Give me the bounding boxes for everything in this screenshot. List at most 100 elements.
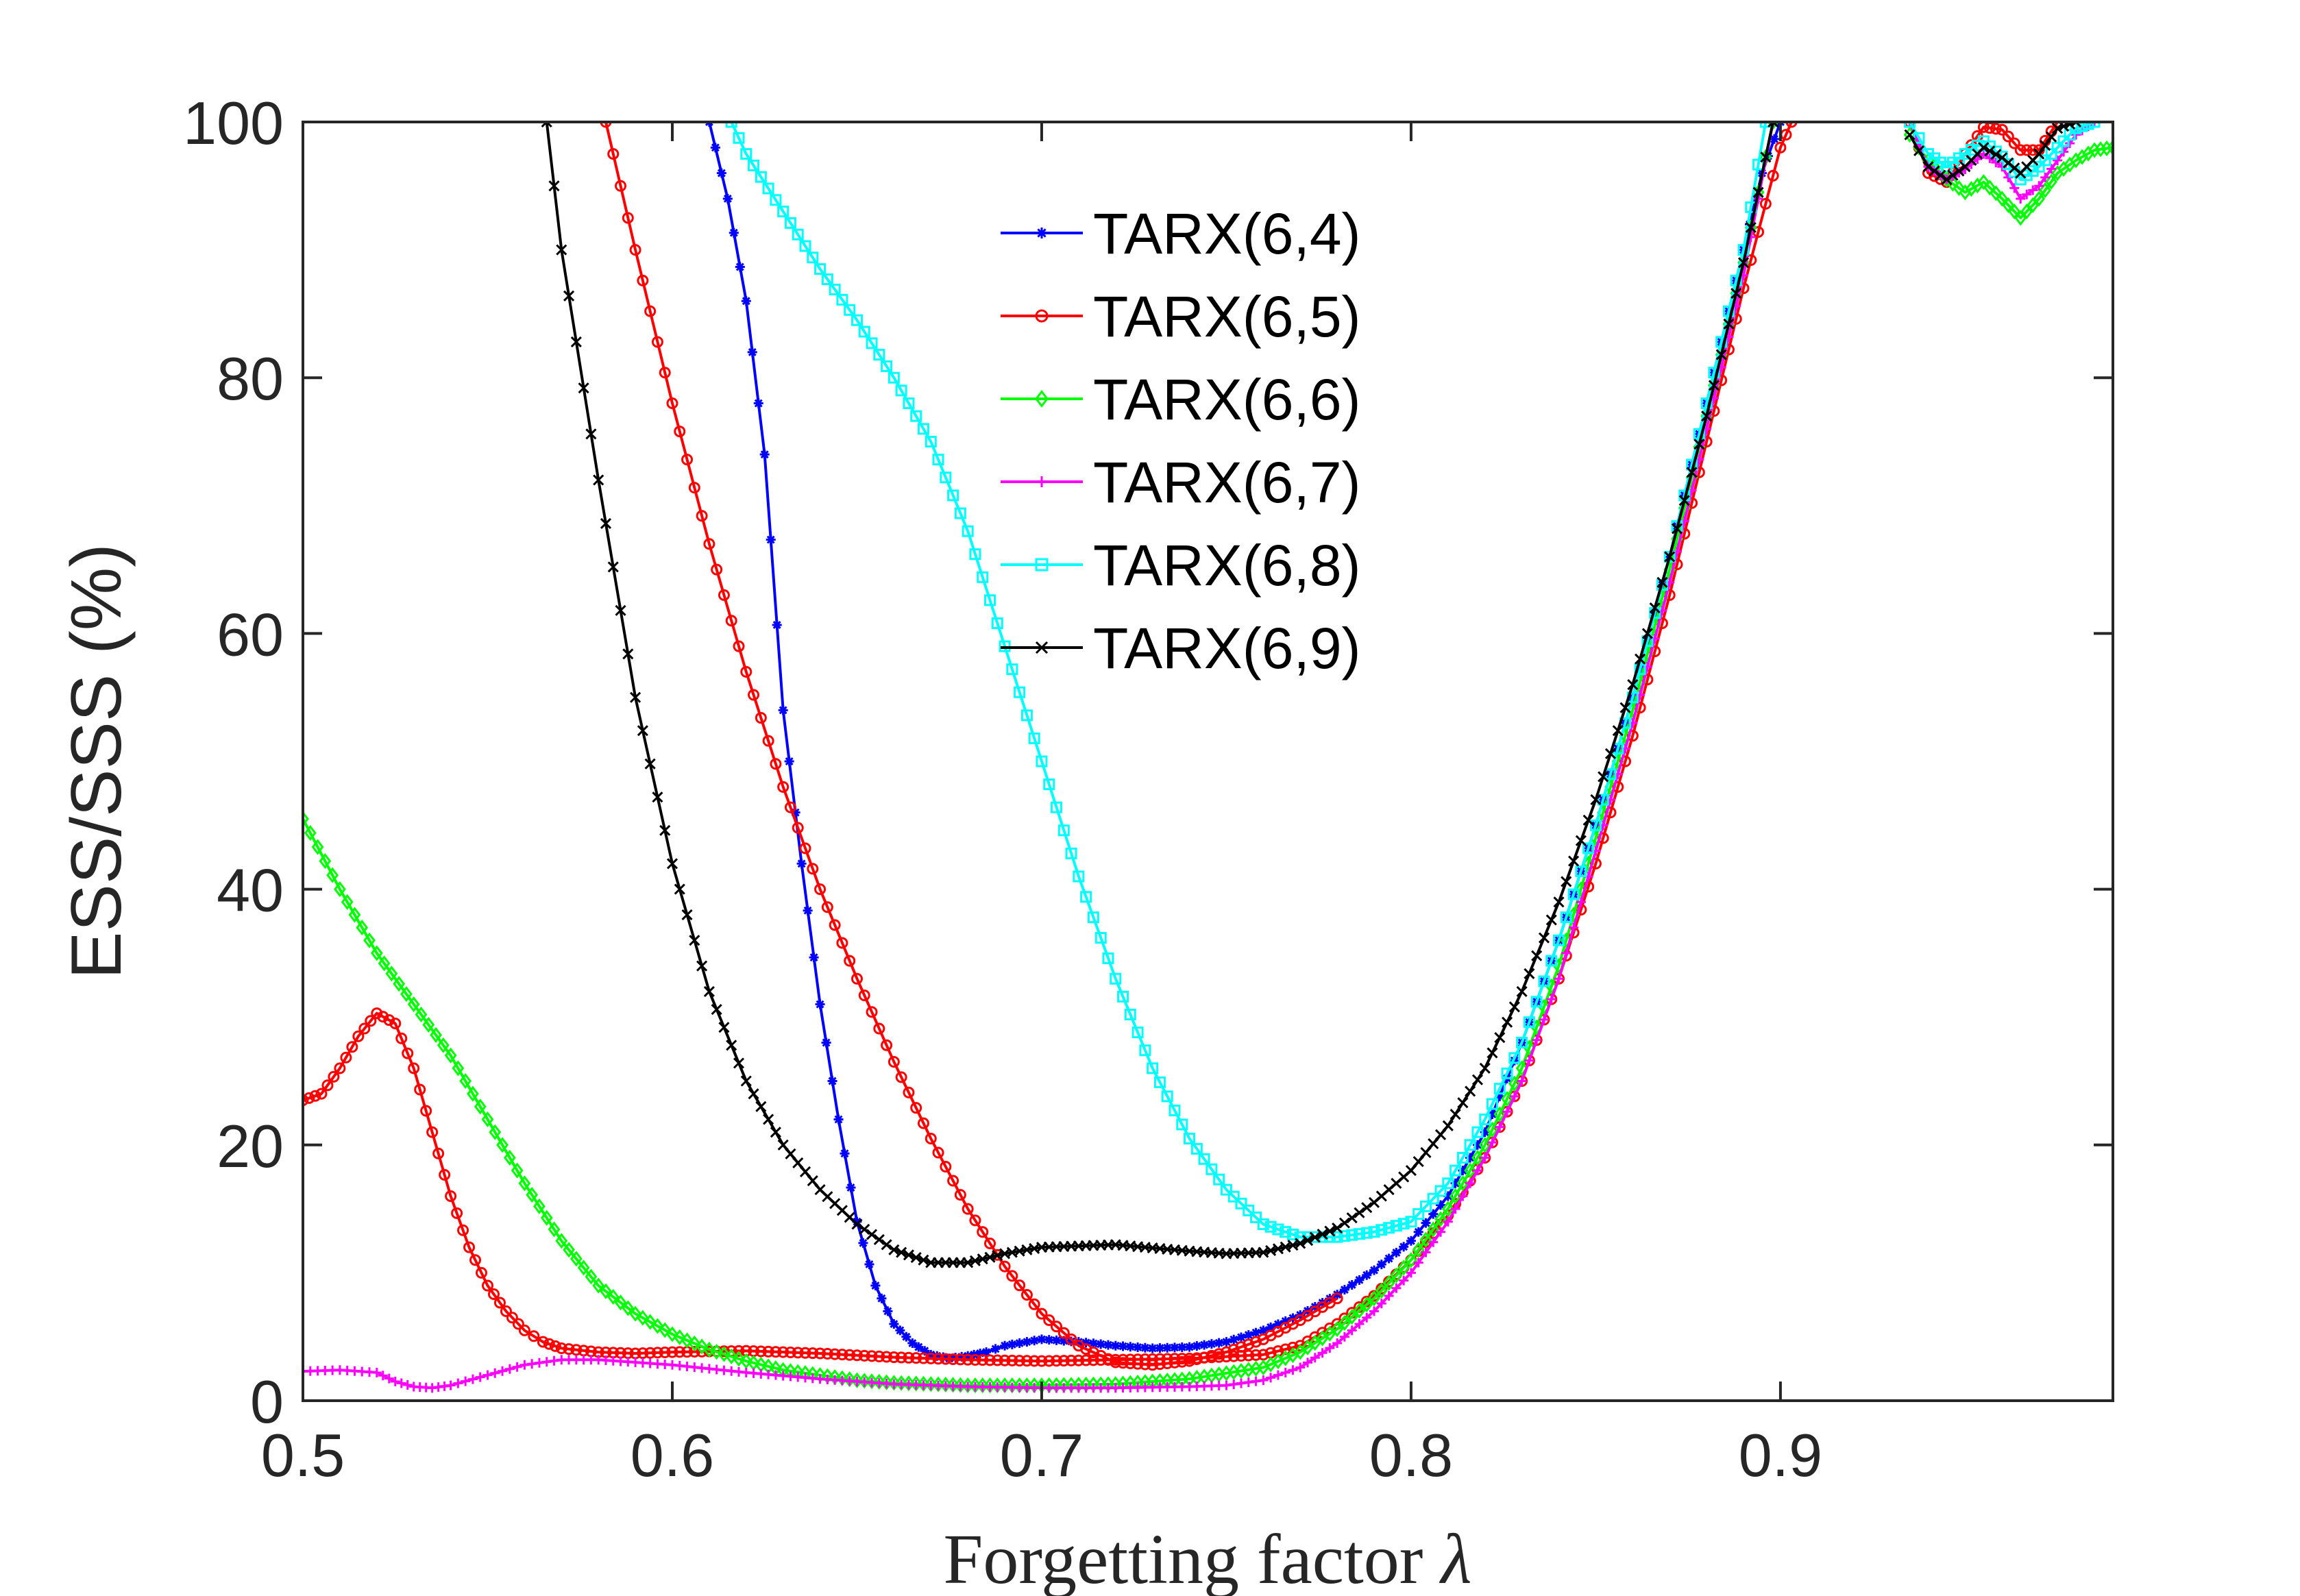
marker-plus — [1280, 1367, 1290, 1377]
marker-square — [947, 489, 959, 502]
marker-diamond — [858, 1373, 871, 1389]
marker-circle — [984, 1354, 996, 1366]
marker-plus — [1991, 158, 2001, 168]
marker-plus — [1369, 1306, 1380, 1316]
marker-asterisk — [827, 1076, 837, 1086]
marker-square — [1264, 1220, 1277, 1233]
marker-plus — [1576, 897, 1586, 907]
marker-asterisk — [1369, 1265, 1380, 1275]
marker-diamond — [673, 1329, 686, 1346]
marker-plus — [402, 1379, 413, 1390]
marker-diamond — [326, 867, 339, 883]
marker-square — [1589, 819, 1602, 831]
marker-x — [1612, 725, 1624, 737]
marker-square — [1220, 1183, 1232, 1196]
marker-asterisk — [1465, 1153, 1476, 1163]
marker-circle — [1280, 1343, 1292, 1355]
marker-square — [1110, 972, 1122, 985]
marker-square — [1412, 1208, 1425, 1220]
marker-circle — [940, 1161, 952, 1173]
marker-circle — [954, 1353, 966, 1366]
marker-asterisk — [1066, 1336, 1077, 1347]
marker-x — [2064, 122, 2076, 130]
marker-square — [1390, 1220, 1402, 1232]
marker-circle — [1153, 1358, 1166, 1371]
y-tick-label: 0 — [250, 1368, 284, 1436]
marker-diamond — [415, 1006, 428, 1023]
marker-square — [1213, 1173, 1225, 1186]
marker-square — [1456, 1151, 1469, 1164]
marker-circle — [1785, 122, 1798, 128]
marker-diamond — [1301, 1339, 1314, 1355]
marker-plus — [1273, 1370, 1283, 1380]
marker-square — [2057, 135, 2070, 147]
marker-asterisk — [1288, 1313, 1298, 1323]
ticks-layer: 0.5 0.6 0.7 0.8 0.9 0 20 40 60 80 100 — [183, 89, 2113, 1489]
marker-asterisk — [981, 1347, 992, 1358]
marker-x — [733, 1057, 745, 1069]
marker-x — [1361, 1202, 1373, 1214]
marker-x — [1487, 1047, 1498, 1059]
marker-circle — [703, 538, 715, 550]
marker-x — [1332, 1223, 1343, 1234]
marker-diamond — [1456, 1175, 1469, 1192]
marker-plus — [1347, 1325, 1357, 1336]
marker-plus — [1532, 1035, 1542, 1045]
marker-square — [844, 304, 856, 316]
marker-asterisk — [716, 168, 726, 178]
marker-circle — [1250, 1349, 1262, 1361]
marker-plus — [482, 1370, 493, 1380]
marker-circle — [2020, 144, 2033, 156]
marker-x — [711, 1003, 722, 1016]
marker-circle — [1243, 1338, 1255, 1351]
marker-circle — [1286, 1341, 1299, 1353]
marker-square — [969, 548, 981, 561]
x-axis-label-text: Forgetting factor — [944, 1520, 1423, 1596]
marker-diamond — [489, 1124, 502, 1140]
marker-square — [1464, 1139, 1476, 1151]
marker-square — [991, 617, 1003, 629]
marker-diamond — [866, 1373, 878, 1390]
marker-diamond — [385, 966, 398, 982]
marker-diamond — [600, 1283, 612, 1299]
marker-circle — [637, 1347, 649, 1360]
marker-x — [1412, 1155, 1424, 1168]
marker-x — [785, 1148, 796, 1159]
marker-square — [1405, 1216, 1417, 1228]
marker-square — [1737, 244, 1750, 256]
marker-square — [1161, 1090, 1173, 1103]
marker-square — [1184, 1132, 1196, 1144]
marker-asterisk — [741, 296, 751, 306]
marker-diamond — [452, 1060, 465, 1077]
marker-diamond — [1382, 1275, 1395, 1291]
marker-diamond — [1323, 1325, 1336, 1342]
marker-x — [607, 561, 619, 573]
marker-plus — [1517, 1076, 1527, 1086]
marker-square — [2082, 122, 2094, 130]
marker-square — [1227, 1190, 1240, 1203]
marker-circle — [1051, 1355, 1063, 1367]
marker-plus — [2022, 189, 2032, 199]
marker-plus — [498, 1366, 508, 1376]
marker-plus — [1480, 1153, 1490, 1163]
marker-asterisk — [1266, 1322, 1276, 1332]
marker-diamond — [496, 1137, 509, 1153]
marker-x — [659, 824, 671, 836]
marker-square — [807, 251, 819, 264]
marker-asterisk — [1199, 1340, 1210, 1350]
marker-square — [1286, 1228, 1299, 1240]
marker-circle — [563, 1343, 575, 1355]
marker-diamond — [304, 824, 317, 842]
marker-circle — [408, 1062, 420, 1075]
marker-diamond — [644, 1314, 657, 1330]
marker-diamond — [570, 1251, 583, 1267]
legend-item: TARX(6,8) — [1001, 533, 1361, 598]
marker-square — [755, 171, 767, 183]
marker-x — [1929, 165, 1940, 177]
marker-circle — [718, 589, 730, 601]
marker-circle — [755, 712, 767, 724]
marker-plus — [1303, 1358, 1313, 1368]
marker-x — [1656, 576, 1668, 588]
marker-circle — [1198, 1351, 1210, 1364]
marker-plus — [1354, 1319, 1365, 1329]
